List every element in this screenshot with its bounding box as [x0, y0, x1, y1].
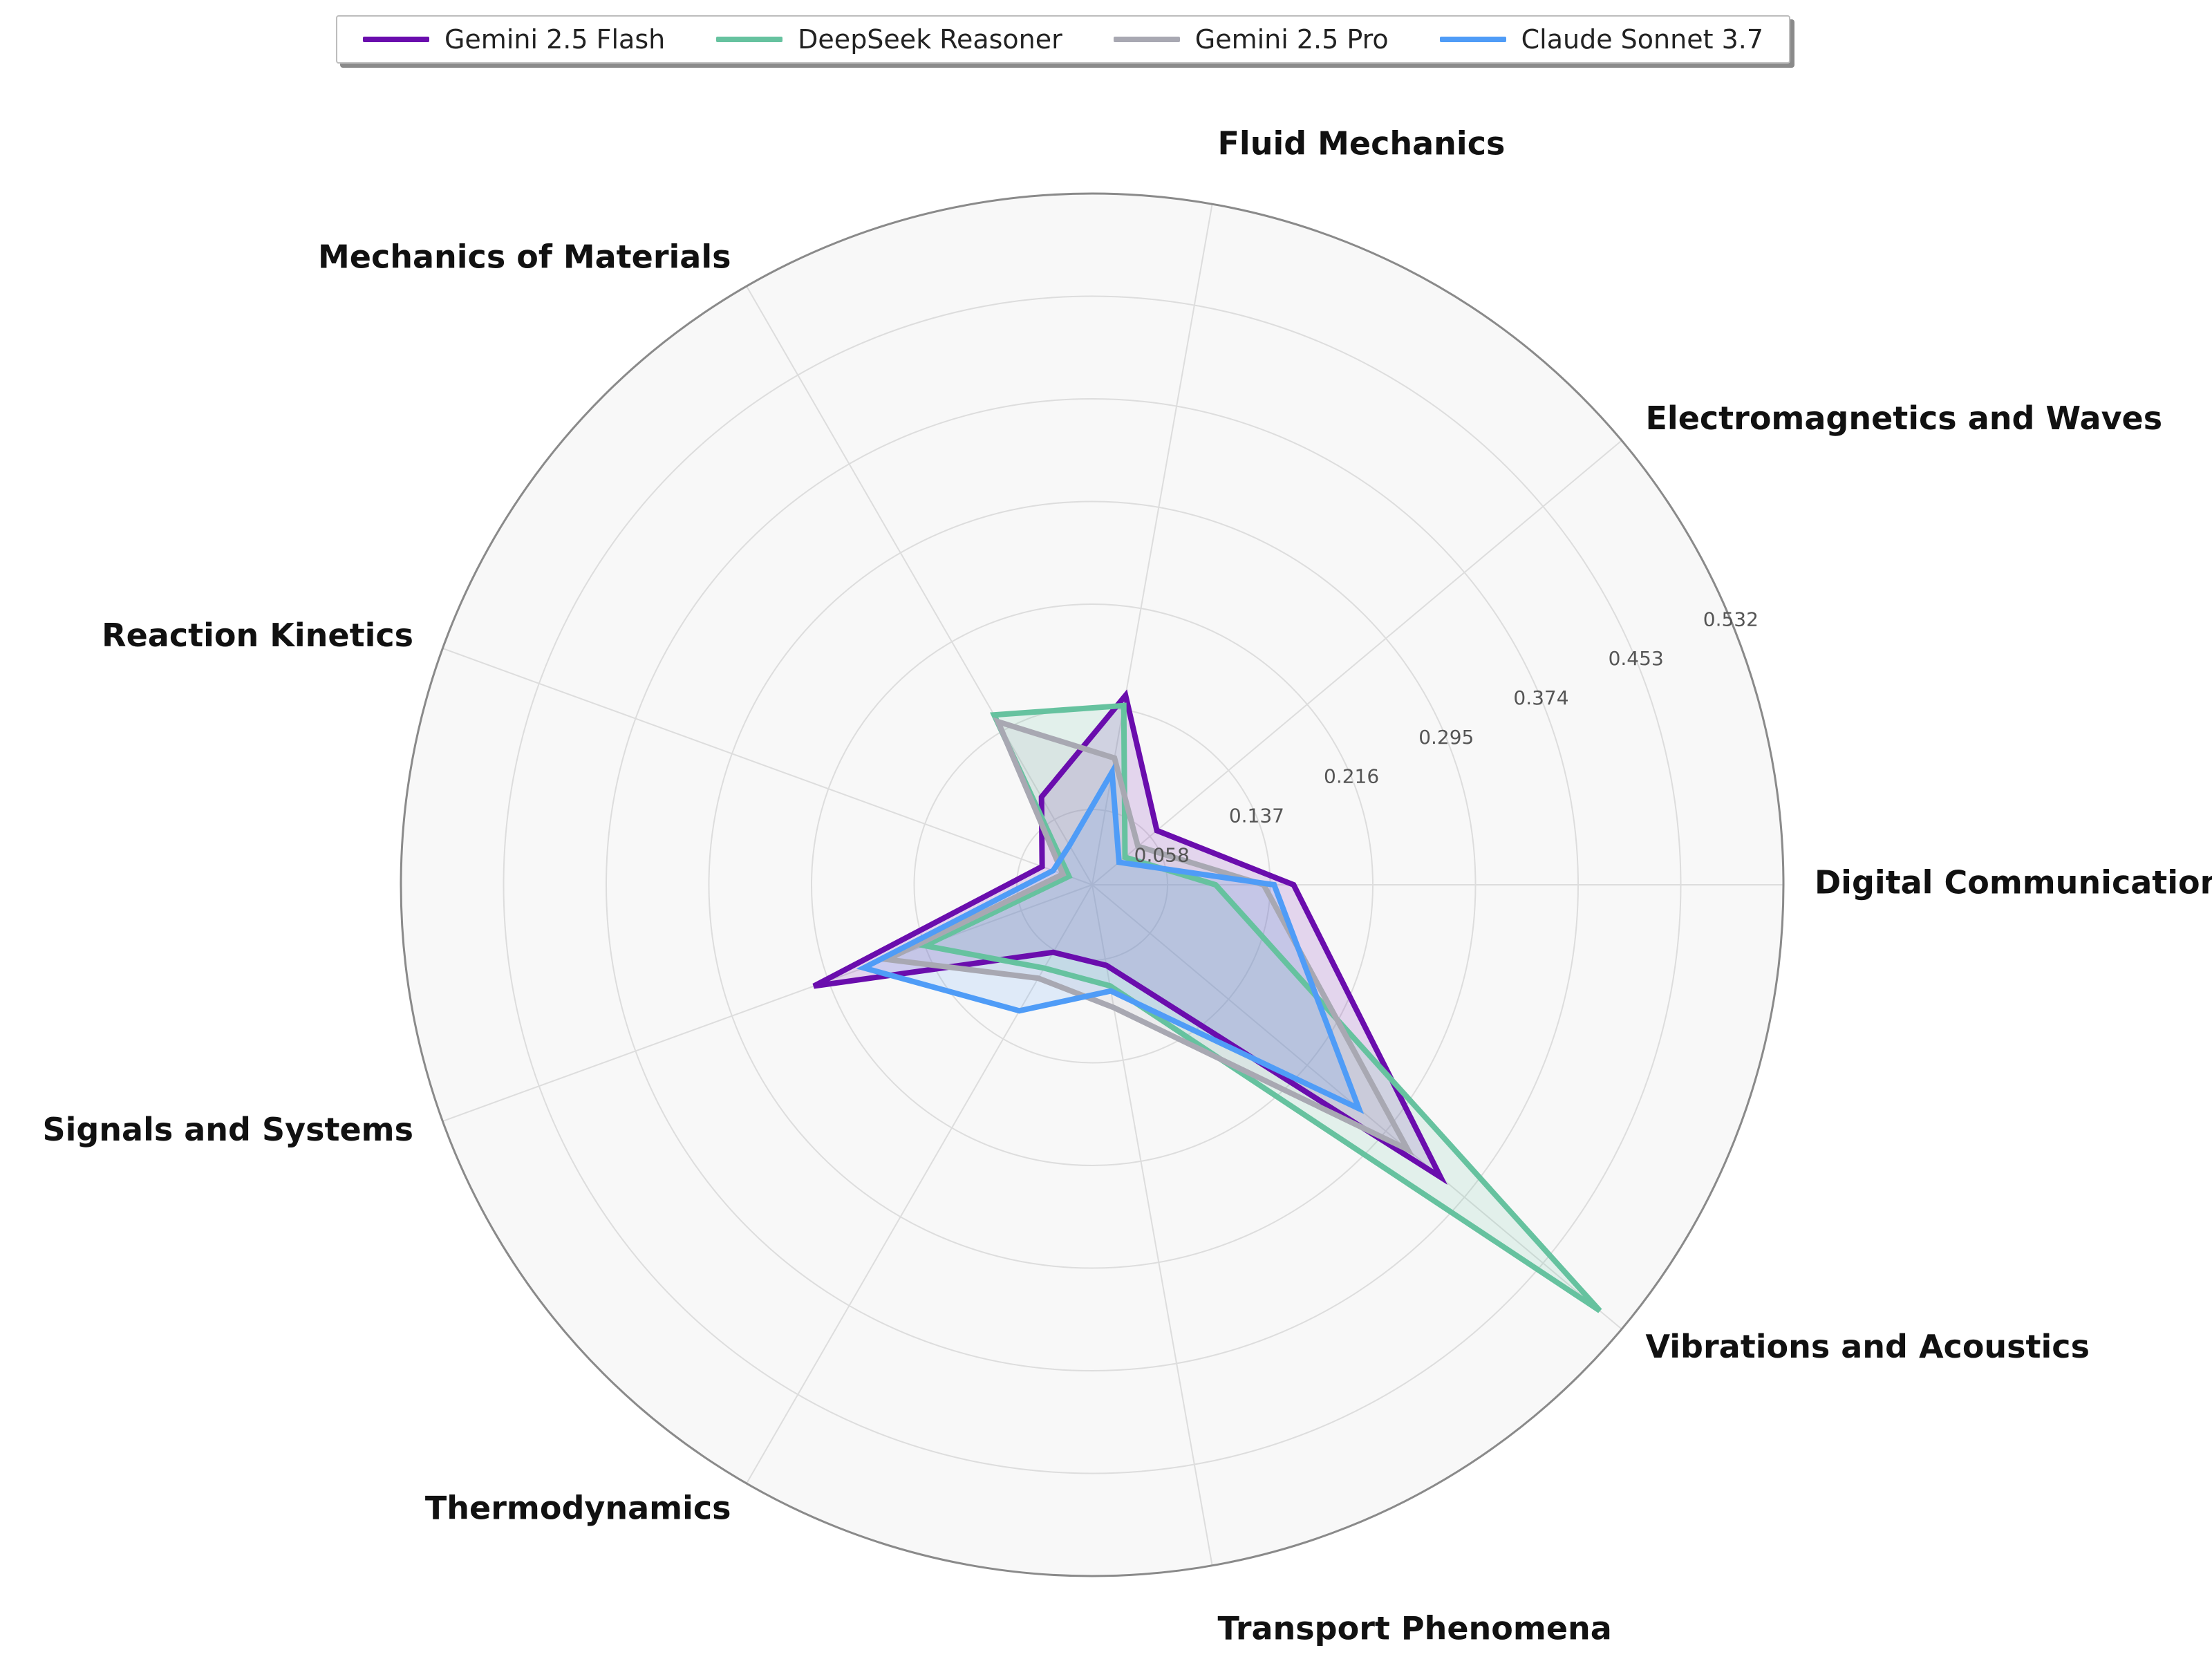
legend-swatch	[1113, 37, 1180, 42]
legend-label: Gemini 2.5 Flash	[444, 24, 666, 55]
legend-item-claude: Claude Sonnet 3.7	[1439, 24, 1764, 55]
axis-label: Mechanics of Materials	[318, 238, 731, 276]
r-tick-label: 0.137	[1229, 804, 1284, 827]
axis-label: Thermodynamics	[425, 1490, 731, 1527]
r-tick-label: 0.453	[1609, 647, 1664, 670]
axis-label: Fluid Mechanics	[1218, 124, 1506, 162]
grid-spoke	[1091, 884, 1213, 1566]
r-tick-label: 0.532	[1703, 608, 1759, 630]
legend-swatch	[362, 37, 429, 42]
axis-label: Transport Phenomena	[1218, 1610, 1612, 1647]
axis-label: Vibrations and Acoustics	[1646, 1328, 2090, 1365]
legend-label: Gemini 2.5 Pro	[1194, 24, 1389, 55]
series-area	[863, 772, 1359, 1109]
grid-spoke	[1091, 440, 1622, 885]
r-tick-label: 0.295	[1418, 726, 1474, 749]
legend-item-deepseek: DeepSeek Reasoner	[716, 24, 1062, 55]
series-area	[887, 722, 1408, 1150]
grid-spoke	[442, 648, 1093, 885]
axis-label: Signals and Systems	[42, 1111, 413, 1148]
plot-frame	[400, 192, 1785, 1577]
legend: Gemini 2.5 Flash DeepSeek Reasoner Gemin…	[336, 15, 1790, 64]
grid-spoke	[746, 884, 1093, 1484]
legend-item-gemini-flash: Gemini 2.5 Flash	[362, 24, 666, 55]
series-line	[856, 763, 1365, 1114]
legend-label: Claude Sonnet 3.7	[1521, 24, 1764, 55]
axis-label: Reaction Kinetics	[102, 617, 413, 654]
axis-label: Digital Communications	[1815, 864, 2212, 901]
grid-spoke	[746, 285, 1093, 885]
r-tick-label: 0.216	[1324, 765, 1379, 788]
series-line	[916, 702, 1602, 1313]
series-area	[814, 695, 1441, 1177]
axis-label: Electromagnetics and Waves	[1646, 400, 2163, 437]
legend-swatch	[1439, 37, 1506, 42]
legend-item-gemini-pro: Gemini 2.5 Pro	[1113, 24, 1389, 55]
series-line	[812, 689, 1448, 1185]
legend-label: DeepSeek Reasoner	[798, 24, 1062, 55]
grid-spoke	[442, 884, 1093, 1122]
legend-swatch	[716, 37, 783, 42]
r-tick-label: 0.374	[1513, 686, 1568, 709]
series-line	[877, 717, 1414, 1156]
r-tick-label: 0.058	[1134, 843, 1190, 866]
